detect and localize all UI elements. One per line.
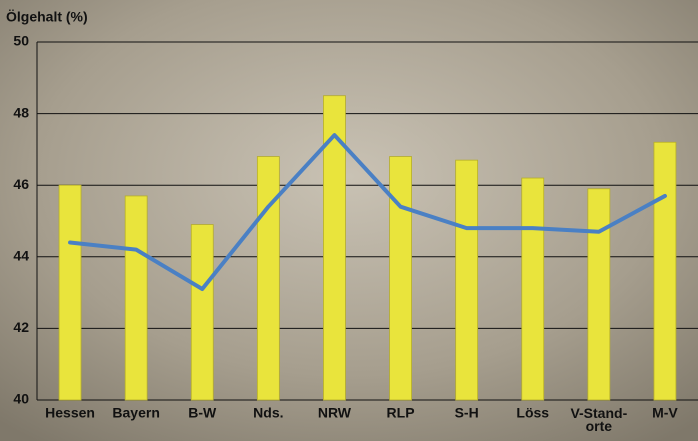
x-tick-label: RLP [387,405,415,421]
y-tick-label: 50 [13,33,29,49]
bar [389,156,412,401]
bar [124,195,148,401]
bar [455,159,479,401]
line [68,133,667,292]
x-tick-label: Löss [516,405,549,421]
y-axis-title: Ölgehalt (%) [6,9,88,25]
x-tick-label: Bayern [112,405,159,421]
y-tick-label: 40 [13,391,29,407]
x-tick-label: V-Stand-orte [570,405,627,434]
bar [190,224,214,401]
x-tick-label: NRW [318,405,352,421]
y-tick-label: 44 [13,248,29,264]
x-tick-label: Nds. [253,405,283,421]
bar [587,188,611,401]
x-tick-label: S-H [455,405,479,421]
bar [653,141,677,401]
y-tick-label: 46 [13,176,29,192]
bar [323,95,346,401]
bar [521,177,545,401]
y-tick-label: 48 [13,104,29,120]
bar [256,156,280,401]
x-tick-label: Hessen [45,405,95,421]
x-tick-label: M-V [652,405,678,421]
x-tick-label: B-W [188,405,217,421]
bar [58,184,82,401]
y-tick-label: 42 [13,319,29,335]
